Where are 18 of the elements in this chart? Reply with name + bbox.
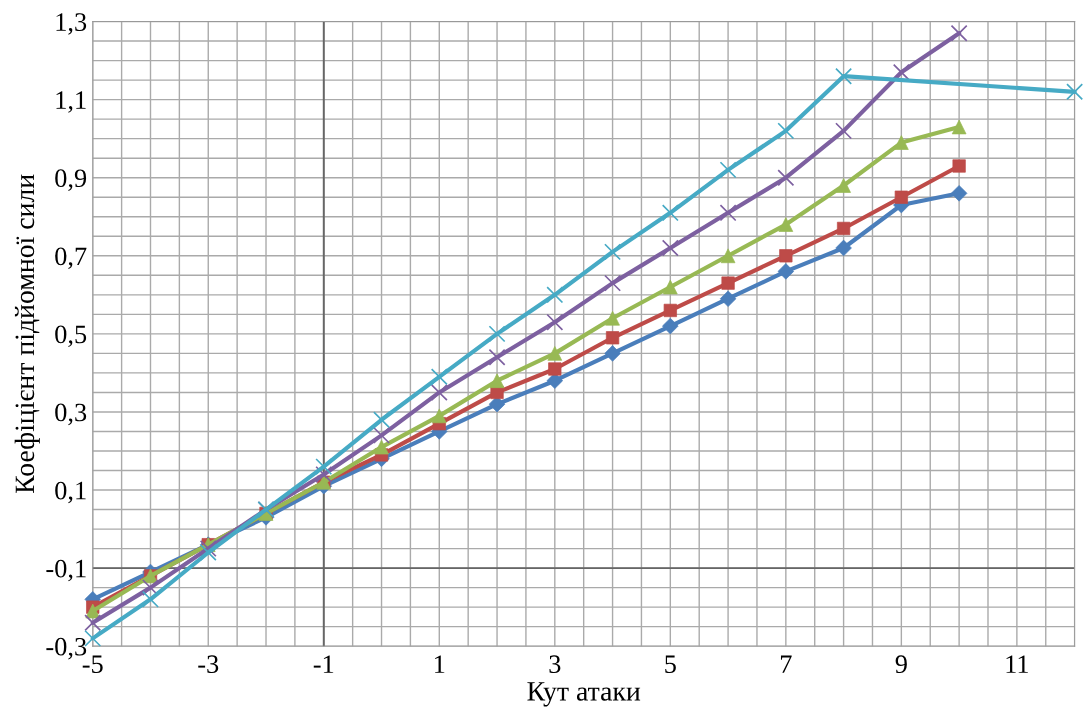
y-tick-label: 0,9: [55, 169, 87, 191]
x-axis-title: Кут атаки: [527, 682, 641, 707]
y-tick-label: 0,1: [55, 481, 86, 504]
x-tick-label: -1: [313, 655, 334, 673]
x-tick-label: 11: [1006, 655, 1028, 673]
y-tick-label: 1,3: [56, 13, 87, 35]
x-tick-label: 5: [665, 655, 676, 674]
y-tick-label: 0,5: [55, 325, 87, 348]
y-axis-title: Коефіцієнт підйомної сили: [14, 174, 40, 494]
x-tick-label: 1: [435, 655, 445, 673]
x-tick-label: 7: [780, 655, 792, 673]
y-tick-label: 0,3: [55, 403, 87, 426]
y-tick-label: 1,1: [56, 91, 86, 113]
x-tick-label: -3: [198, 655, 219, 674]
y-tick-label: -0,1: [46, 559, 86, 582]
x-tick-label: 9: [895, 655, 907, 674]
y-tick-label: 0,7: [55, 247, 87, 269]
x-tick-label: 3: [549, 655, 561, 674]
